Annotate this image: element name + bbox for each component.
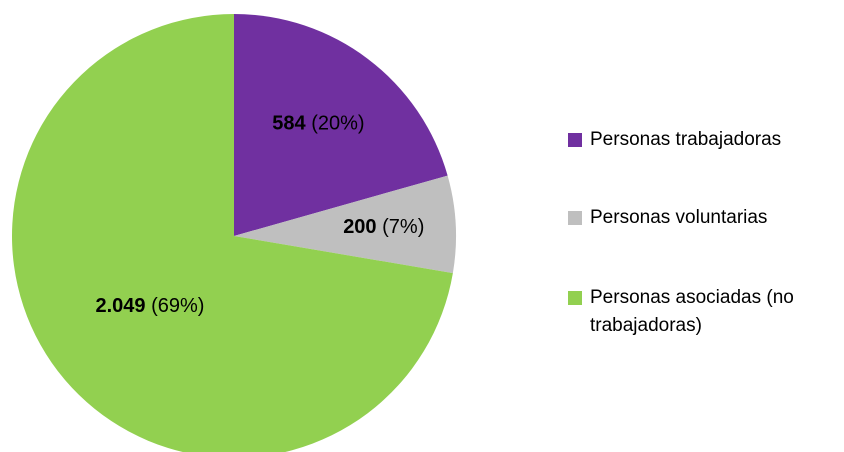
pie-slice [234, 14, 448, 236]
legend-item: Personas voluntarias [568, 204, 838, 232]
data-label: 584 (20%) [272, 113, 364, 135]
data-label-percent: (7%) [382, 216, 424, 238]
data-label-percent: (20%) [311, 113, 364, 135]
legend-swatch [568, 291, 582, 305]
data-label-value: 200 [343, 216, 376, 238]
legend-item: Personas trabajadoras [568, 126, 838, 154]
data-label-percent: (69%) [151, 295, 204, 317]
data-label: 200 (7%) [343, 216, 424, 238]
legend-label: Personas voluntarias [590, 207, 768, 228]
legend-label: Personas trabajadoras [590, 129, 782, 150]
legend-swatch [568, 211, 582, 225]
data-label: 2.049 (69%) [95, 295, 204, 317]
legend-label: Personas asociadas (no trabajadoras) [590, 287, 794, 336]
pie-slice [12, 14, 453, 452]
pie-slice [234, 175, 456, 274]
data-label-value: 584 [272, 113, 306, 135]
legend-swatch [568, 133, 582, 147]
legend-item: Personas asociadas (no trabajadoras) [568, 284, 838, 340]
data-label-value: 2.049 [95, 295, 145, 317]
